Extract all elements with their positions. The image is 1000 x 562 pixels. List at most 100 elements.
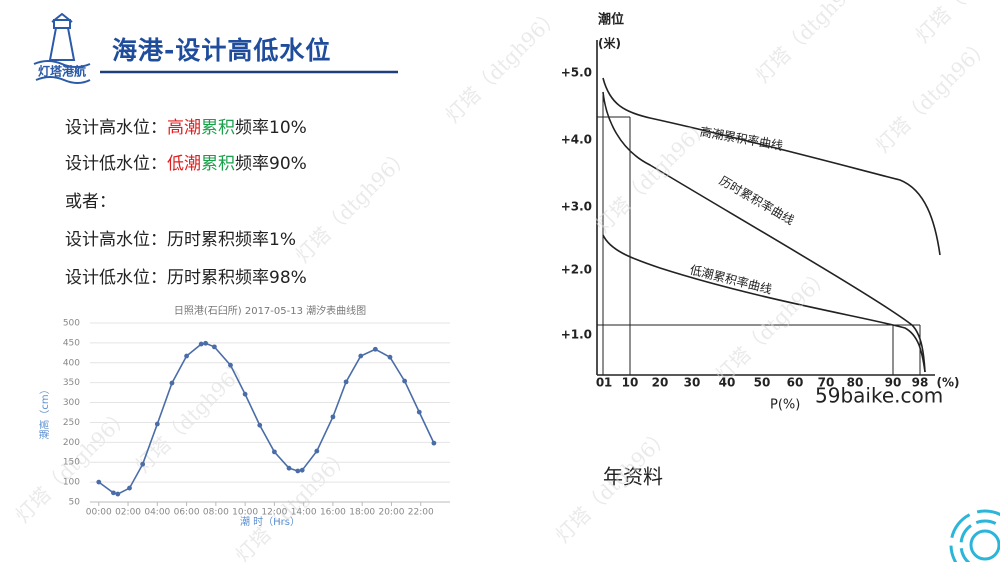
x-tick-label: 10:00	[232, 508, 258, 518]
curve-label: 历时累积率曲线	[717, 173, 797, 228]
text-segment: 累积	[201, 154, 235, 174]
fig-x-label: 50	[754, 376, 771, 390]
logo-text: 灯塔港航	[38, 64, 86, 79]
x-tick-label: 14:00	[291, 508, 317, 518]
x-tick-label: 18:00	[349, 508, 375, 518]
point	[169, 380, 175, 386]
point	[314, 448, 320, 454]
fig-x-title: P(%)	[770, 398, 800, 413]
source: 59baike.com	[815, 384, 943, 408]
fig-x-label: (%)	[937, 376, 960, 390]
text-segment: 或者：	[65, 192, 116, 212]
y-tick-label: 50	[69, 498, 81, 508]
point	[387, 354, 393, 360]
y-tick-label: 200	[63, 438, 80, 448]
x-tick-label: 08:00	[203, 508, 229, 518]
x-tick-label: 00:00	[86, 508, 112, 518]
fig-x-label: 30	[684, 376, 701, 390]
fig-y-unit: (米)	[598, 36, 621, 51]
y-tick-label: 400	[63, 358, 80, 368]
point	[416, 409, 422, 415]
text-segment: 设计低水位：	[65, 154, 167, 174]
caption: 年资料	[603, 465, 663, 489]
watermark: 灯塔（dtgh96）	[590, 113, 714, 237]
fig-x-label: 60	[787, 376, 804, 390]
x-tick-label: 20:00	[378, 508, 404, 518]
fig-y-label: +5.0	[561, 66, 592, 80]
point	[211, 344, 217, 350]
text-line: 设计高水位：高潮累积频率10%	[65, 113, 307, 138]
text-segment: 设计高水位：历时累积频率1%	[65, 230, 296, 250]
watermark: 灯塔（dtgh96）	[440, 3, 564, 127]
point	[111, 490, 116, 496]
text-segment: 设计低水位：历时累积频率98%	[65, 268, 307, 288]
curve-label: 低潮累积率曲线	[688, 262, 773, 297]
fig-x-label: 20	[652, 376, 669, 390]
text-line: 设计低水位：低潮累积频率90%	[65, 149, 307, 174]
text-segment: 设计高水位：	[65, 118, 167, 138]
fig-y-label: +2.0	[561, 263, 592, 277]
point	[343, 379, 349, 385]
text-segment: 低潮	[167, 154, 201, 174]
text-segment: 累积	[201, 118, 235, 138]
point	[295, 468, 301, 474]
fig-x-label: 0	[596, 376, 604, 390]
x-tick-label: 16:00	[320, 508, 346, 518]
watermark: 灯塔（dtgh96）	[870, 33, 994, 157]
text-segment: 高潮	[167, 118, 201, 138]
point	[115, 491, 121, 497]
point	[372, 346, 378, 352]
y-tick-label: 150	[63, 458, 80, 468]
fig-y-title: 潮位	[598, 12, 624, 28]
point	[431, 440, 437, 446]
watermark: 灯塔（dtgh96）	[750, 0, 874, 87]
fig-x-label: 40	[719, 376, 736, 390]
text-segment: 频率90%	[235, 154, 307, 174]
fig-y-label: +3.0	[561, 200, 592, 214]
point	[271, 449, 277, 455]
point	[154, 421, 160, 427]
watermark: 灯塔（dtgh96）	[290, 143, 414, 267]
fig-y-label: +4.0	[561, 133, 592, 147]
point	[330, 414, 336, 420]
fig-x-label: 98	[912, 376, 929, 390]
fig-x-label: 1	[604, 376, 612, 390]
point	[299, 467, 305, 473]
text-line: 或者：	[65, 187, 116, 212]
point	[198, 341, 204, 347]
point	[184, 353, 189, 359]
x-tick-label: 22:00	[408, 508, 434, 518]
point	[228, 362, 233, 368]
text-line: 设计低水位：历时累积频率98%	[65, 263, 307, 288]
fig-x-label: 70	[818, 376, 835, 390]
y-tick-label: 100	[63, 478, 80, 488]
fig-x-label: 90	[885, 376, 902, 390]
x-tick-label: 02:00	[115, 508, 141, 518]
watermark: 灯塔（dtgh96）	[910, 0, 1000, 47]
corner-ornament	[949, 509, 1000, 562]
point	[140, 461, 146, 467]
tide-figure	[596, 40, 941, 376]
point	[96, 479, 102, 485]
point	[286, 465, 292, 471]
x-axis-title: 潮 时（Hrs）	[240, 515, 300, 528]
x-tick-label: 04:00	[144, 508, 170, 518]
y-tick-label: 250	[63, 418, 80, 428]
x-tick-label: 06:00	[174, 508, 200, 518]
fig-y-label: +1.0	[561, 328, 592, 342]
text-line: 设计高水位：历时累积频率1%	[65, 225, 296, 250]
slide-title: 海港-设计高低水位	[112, 36, 331, 65]
point	[127, 485, 132, 491]
x-tick-label: 12:00	[261, 508, 287, 518]
point	[257, 422, 263, 428]
watermark: 灯塔（dtgh96）	[130, 353, 254, 477]
text-segment: 频率10%	[235, 118, 307, 138]
y-axis-title: 潮高（cm）	[38, 384, 51, 439]
fig-x-label: 10	[622, 376, 639, 390]
y-tick-label: 500	[63, 319, 80, 329]
fig-x-label: 80	[847, 376, 864, 390]
y-tick-label: 300	[63, 398, 80, 408]
point	[358, 353, 364, 359]
